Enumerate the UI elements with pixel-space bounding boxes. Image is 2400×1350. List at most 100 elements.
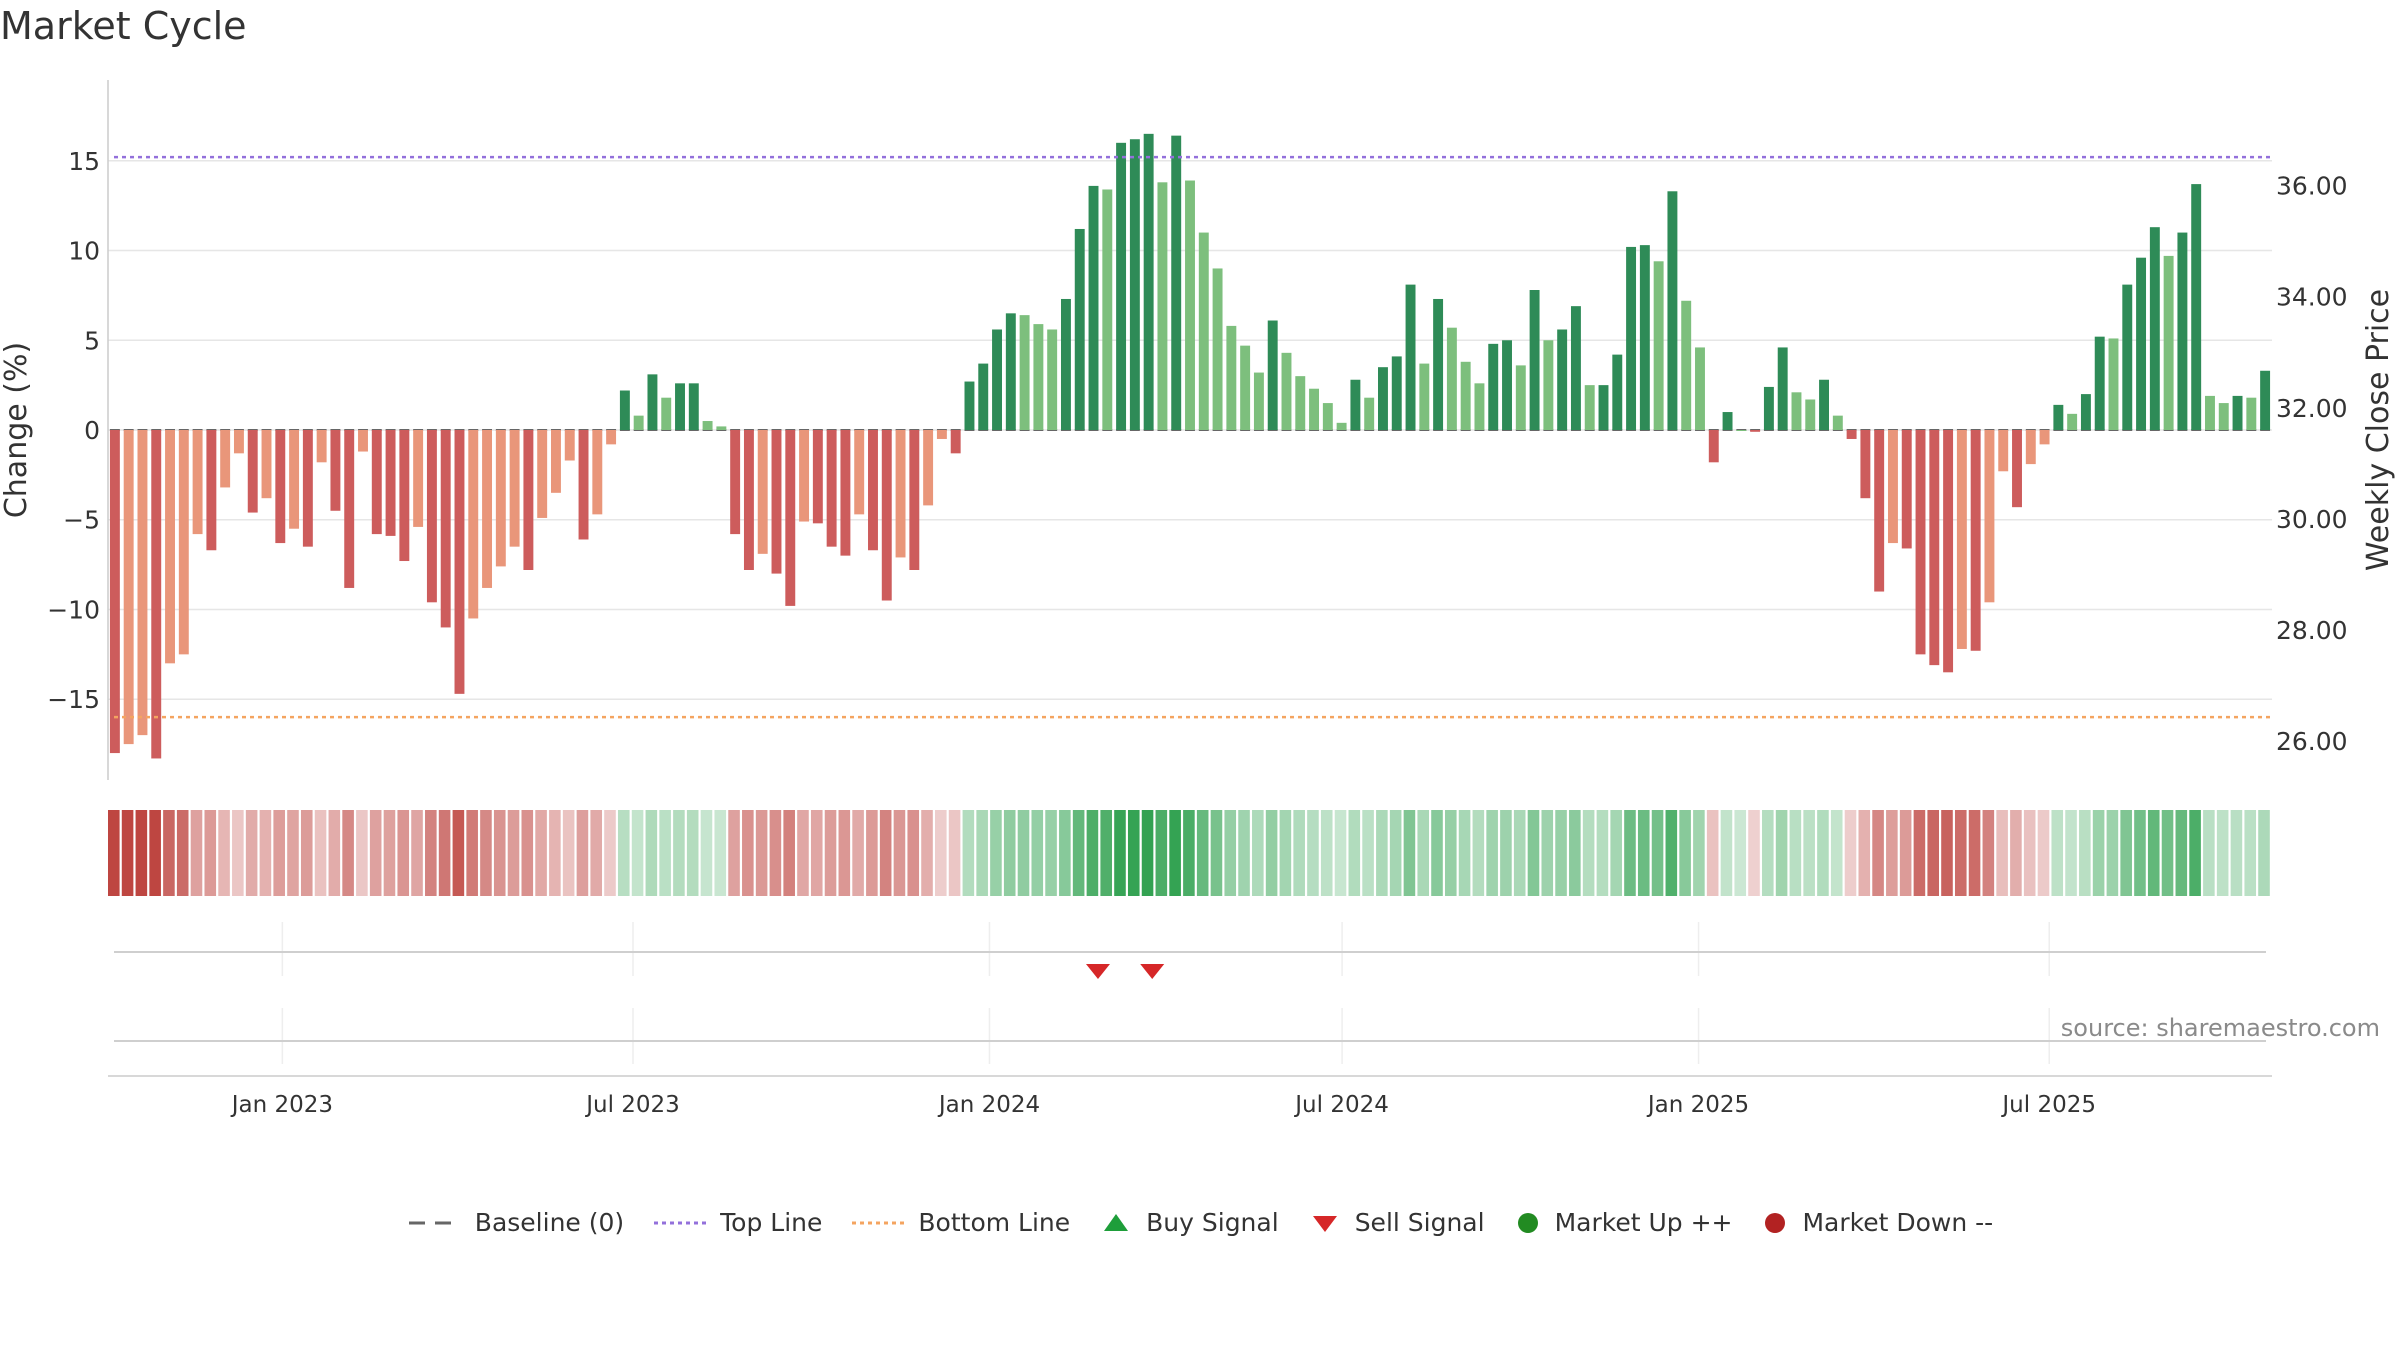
triangle-up-icon (1104, 1213, 1129, 1231)
sentiment-cell (1582, 810, 1595, 896)
sentiment-cell (1982, 810, 1995, 896)
sentiment-cell (990, 810, 1002, 896)
x-tick-label: Jan 2024 (937, 1092, 1040, 1118)
change-bar (509, 430, 520, 547)
change-bar (1171, 135, 1182, 430)
change-bar (1350, 379, 1361, 430)
change-bar (675, 383, 685, 430)
dotted-purple-line-icon (654, 1221, 707, 1224)
sentiment-cell (1196, 810, 1209, 896)
change-bar (399, 430, 410, 562)
sentiment-cell (1886, 810, 1898, 896)
change-bar (482, 430, 493, 588)
sentiment-cell (1954, 810, 1967, 896)
sentiment-cell (1362, 810, 1374, 896)
sentiment-cell (245, 810, 258, 896)
sentiment-cell (1086, 810, 1099, 896)
change-bar (1019, 315, 1030, 430)
change-bar (2163, 255, 2174, 430)
change-bar (771, 430, 782, 574)
change-bar (1777, 347, 1788, 430)
sentiment-cell (1376, 810, 1388, 896)
change-bar (2012, 430, 2022, 508)
sentiment-cell (1693, 810, 1705, 896)
change-bar (1198, 232, 1209, 430)
change-bar (840, 430, 851, 556)
change-bar (523, 430, 534, 570)
change-bar (2108, 338, 2119, 430)
dotted-orange-line-icon (852, 1221, 905, 1224)
sentiment-cell (824, 810, 837, 896)
sentiment-cell (893, 810, 906, 896)
change-bar (537, 430, 548, 518)
sentiment-cell (879, 810, 892, 896)
change-bar (220, 430, 231, 488)
sentiment-cell (2134, 810, 2146, 896)
sentiment-cell (135, 810, 148, 896)
change-bar (2025, 430, 2036, 465)
change-bar (2218, 403, 2229, 430)
sentiment-cell (466, 810, 478, 896)
change-bar (1047, 329, 1058, 430)
sentiment-cell (797, 810, 809, 896)
sentiment-cell (438, 810, 451, 896)
source-credit: source: sharemaestro.com (2060, 1014, 2380, 1042)
sentiment-cell (1127, 810, 1140, 896)
sentiment-cell (2051, 810, 2064, 896)
change-bar (1253, 372, 1264, 430)
sentiment-cell (493, 810, 506, 896)
sentiment-cell (838, 810, 851, 896)
change-bar (302, 430, 313, 547)
sentiment-cell (356, 810, 368, 896)
sentiment-cell (1844, 810, 1857, 896)
change-bar (371, 430, 382, 535)
sentiment-cell (549, 810, 561, 896)
change-bar (1708, 430, 1719, 463)
sentiment-cell (1941, 810, 1953, 896)
change-bar (2149, 227, 2160, 430)
change-bar (178, 430, 189, 655)
sentiment-cell (369, 810, 382, 896)
change-bar (1364, 397, 1375, 430)
sentiment-cell (1307, 810, 1319, 896)
y2-tick-label: 34.00 (2276, 283, 2348, 312)
sentiment-cell (590, 810, 603, 896)
sentiment-cell (769, 810, 782, 896)
sentiment-cell (2161, 810, 2174, 896)
change-bar (1984, 430, 1995, 603)
sentiment-cell (1045, 810, 1057, 896)
sentiment-cell (383, 810, 396, 896)
change-bar (606, 430, 617, 445)
change-bar (165, 430, 175, 664)
change-bar (358, 430, 368, 452)
change-bar (1543, 340, 1554, 430)
sentiment-cell (604, 810, 616, 896)
change-bar (1887, 430, 1898, 544)
y2-tick-label: 30.00 (2276, 505, 2348, 534)
legend-item-buy-signal: Buy Signal (1098, 1208, 1279, 1237)
change-bar (1157, 182, 1168, 430)
sentiment-cell (259, 810, 272, 896)
change-bar (1860, 430, 1871, 499)
x-axis: Jan 2023 Jul 2023 Jan 2024 Jul 2024 Jan 2025… (108, 1075, 2272, 1118)
change-bar (1502, 340, 1512, 430)
change-bar (316, 430, 327, 463)
change-bar (1915, 430, 1926, 655)
sentiment-cell (2189, 810, 2201, 896)
sentiment-cell (2065, 810, 2077, 896)
legend-item-baseline: Baseline (0) (407, 1208, 624, 1237)
x-tick-label: Jul 2024 (1293, 1092, 1389, 1118)
sentiment-cell (149, 810, 161, 896)
legend-item-market-down: Market Down -- (1760, 1208, 1993, 1237)
sentiment-cell (1348, 810, 1361, 896)
y2-tick-label: 36.00 (2276, 172, 2348, 201)
legend-item-top-line: Top Line (652, 1208, 822, 1237)
sentiment-cell (948, 810, 961, 896)
sentiment-cell (1569, 810, 1581, 896)
sentiment-cell (1003, 810, 1016, 896)
change-bar (1143, 133, 1154, 430)
sentiment-cell (204, 810, 217, 896)
sentiment-cell (300, 810, 313, 896)
sentiment-cell (1417, 810, 1430, 896)
